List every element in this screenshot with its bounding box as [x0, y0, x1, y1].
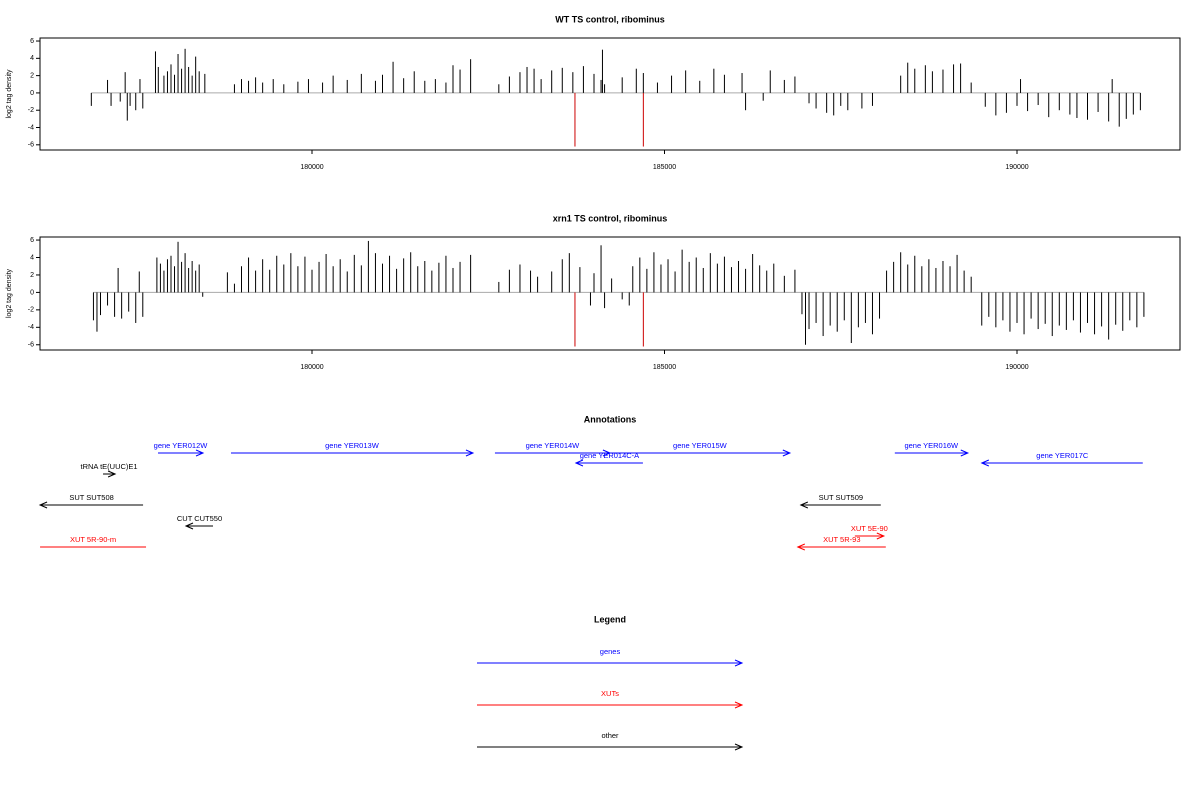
feature-arrow-head [782, 449, 792, 457]
feature-arrow-head [796, 543, 806, 551]
y-axis-label: log2 tag density [6, 268, 13, 318]
feature-label: gene YER012W [154, 441, 209, 450]
feature-label: gene YER016W [904, 441, 959, 450]
y-tick-label: 6 [30, 38, 34, 45]
legend-label: other [601, 731, 619, 740]
feature-arrow-head [184, 522, 194, 530]
legend-title: Legend [594, 614, 626, 624]
legend-label: XUTs [601, 689, 619, 698]
feature-arrow-head [960, 449, 970, 457]
y-tick-label: -4 [28, 324, 34, 331]
y-tick-label: 0 [30, 289, 34, 296]
y-axis-label: log2 tag density [6, 69, 13, 119]
y-tick-label: -6 [28, 342, 34, 349]
feature-label: XUT 5R-90-m [70, 535, 116, 544]
y-tick-label: 4 [30, 55, 34, 62]
panel-title: xrn1 TS control, ribominus [553, 213, 668, 223]
panel-title: WT TS control, ribominus [555, 14, 665, 24]
y-tick-label: -2 [28, 107, 34, 114]
y-tick-label: 2 [30, 272, 34, 279]
legend-arrow-head [734, 743, 744, 751]
x-tick-label: 180000 [300, 164, 323, 171]
y-tick-label: 2 [30, 72, 34, 79]
feature-label: gene YER014C-A [580, 451, 639, 460]
legend-arrow-head [734, 659, 744, 667]
feature-arrow-head [799, 501, 809, 509]
y-tick-label: 4 [30, 254, 34, 261]
feature-arrow-head [38, 501, 48, 509]
y-tick-label: -6 [28, 142, 34, 149]
x-tick-label: 190000 [1005, 364, 1028, 371]
feature-arrow-head [107, 470, 117, 478]
annotations-title: Annotations [584, 414, 637, 424]
feature-arrow-head [574, 459, 584, 467]
feature-label: XUT 5E-90 [851, 524, 888, 533]
legend-arrow-head [734, 701, 744, 709]
y-tick-label: -4 [28, 124, 34, 131]
feature-label: XUT 5R-93 [823, 535, 860, 544]
feature-label: SUT SUT508 [69, 493, 113, 502]
plot-frame [39, 37, 1181, 151]
x-tick-label: 185000 [653, 364, 676, 371]
feature-arrow-head [876, 532, 886, 540]
y-tick-label: -2 [28, 307, 34, 314]
x-tick-label: 185000 [653, 164, 676, 171]
feature-arrow-head [465, 449, 475, 457]
feature-label: tRNA tE(UUC)E1 [81, 462, 138, 471]
y-tick-label: 6 [30, 237, 34, 244]
feature-arrow-head [980, 459, 990, 467]
feature-label: gene YER014W [526, 441, 581, 450]
feature-label: gene YER015W [673, 441, 728, 450]
feature-arrow-head [195, 449, 205, 457]
feature-label: SUT SUT509 [819, 493, 863, 502]
feature-label: gene YER013W [325, 441, 380, 450]
feature-label: CUT CUT550 [177, 514, 222, 523]
x-tick-label: 190000 [1005, 164, 1028, 171]
plot-frame [39, 236, 1181, 351]
y-tick-label: 0 [30, 90, 34, 97]
legend-label: genes [600, 647, 621, 656]
x-tick-label: 180000 [300, 364, 323, 371]
feature-label: gene YER017C [1036, 451, 1089, 460]
